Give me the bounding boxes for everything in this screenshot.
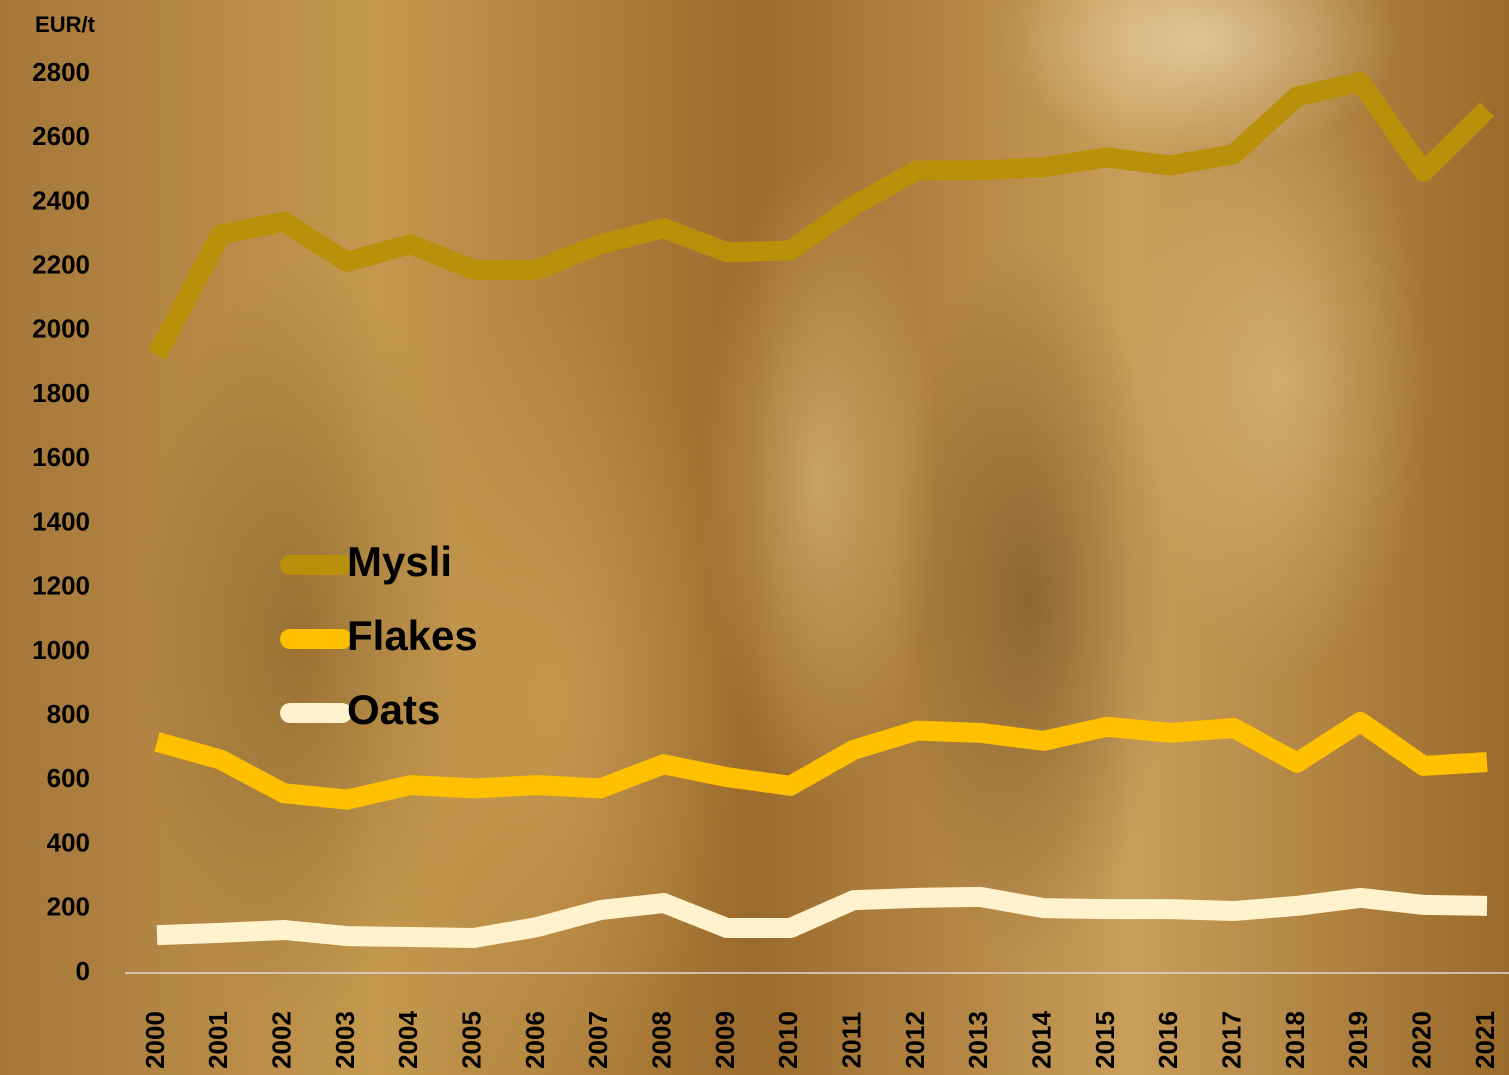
y-tick-label: 2600 bbox=[32, 121, 90, 151]
legend-label: Oats bbox=[347, 686, 440, 733]
y-tick-label: 400 bbox=[47, 827, 90, 857]
x-tick-label: 2001 bbox=[203, 1011, 233, 1069]
x-tick-label: 2019 bbox=[1343, 1011, 1373, 1069]
series-line bbox=[156, 886, 1488, 949]
y-tick-label: 1000 bbox=[32, 635, 90, 665]
x-tick-label: 2008 bbox=[647, 1011, 677, 1069]
y-tick-label: 600 bbox=[47, 763, 90, 793]
x-tick-label: 2009 bbox=[710, 1011, 740, 1069]
legend-label: Flakes bbox=[347, 612, 478, 659]
x-tick-label: 2011 bbox=[837, 1012, 867, 1068]
x-tick-label: 2013 bbox=[963, 1011, 993, 1069]
x-tick-label: 2000 bbox=[140, 1011, 170, 1069]
x-tick-label: 2018 bbox=[1280, 1011, 1310, 1069]
x-tick-label: 2007 bbox=[583, 1011, 613, 1069]
x-tick-label: 2003 bbox=[330, 1011, 360, 1069]
x-tick-label: 2020 bbox=[1407, 1011, 1437, 1069]
y-tick-label: 2800 bbox=[32, 57, 90, 87]
x-tick-label: 2010 bbox=[773, 1011, 803, 1069]
x-tick-label: 2006 bbox=[520, 1011, 550, 1069]
x-tick-label: 2012 bbox=[900, 1011, 930, 1069]
y-tick-label: 1400 bbox=[32, 506, 90, 536]
legend-label: Mysli bbox=[347, 538, 452, 585]
x-tick-label: 2005 bbox=[457, 1011, 487, 1069]
y-tick-label: 2000 bbox=[32, 314, 90, 344]
y-tick-label: 1800 bbox=[32, 378, 90, 408]
x-tick-label: 2002 bbox=[267, 1011, 297, 1069]
x-tick-label: 2017 bbox=[1217, 1011, 1247, 1069]
x-tick-label: 2014 bbox=[1027, 1011, 1057, 1069]
x-tick-label: 2015 bbox=[1090, 1011, 1120, 1069]
x-tick-label: 2016 bbox=[1153, 1011, 1183, 1069]
series-line bbox=[154, 711, 1488, 810]
y-tick-label: 1600 bbox=[32, 442, 90, 472]
y-tick-label: 800 bbox=[47, 699, 90, 729]
y-tick-label: 0 bbox=[76, 956, 90, 986]
y-tick-label: 1200 bbox=[32, 571, 90, 601]
y-tick-label: 2200 bbox=[32, 250, 90, 280]
y-tick-label: 200 bbox=[47, 892, 90, 922]
series-line bbox=[148, 72, 1495, 360]
y-axis-label: EUR/t bbox=[35, 12, 96, 37]
x-tick-label: 2004 bbox=[393, 1011, 423, 1069]
x-tick-label: 2021 bbox=[1470, 1011, 1500, 1069]
y-tick-label: 2400 bbox=[32, 185, 90, 215]
